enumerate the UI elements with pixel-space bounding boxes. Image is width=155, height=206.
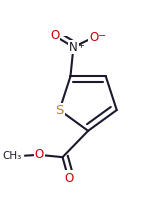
Text: −: − — [98, 31, 106, 41]
Text: S: S — [55, 104, 64, 117]
Text: O: O — [89, 31, 98, 44]
Text: +: + — [77, 41, 84, 50]
Text: O: O — [64, 172, 73, 185]
Text: N: N — [69, 41, 78, 54]
Text: CH₃: CH₃ — [2, 151, 21, 161]
Text: O: O — [35, 148, 44, 161]
Text: O: O — [50, 29, 59, 42]
